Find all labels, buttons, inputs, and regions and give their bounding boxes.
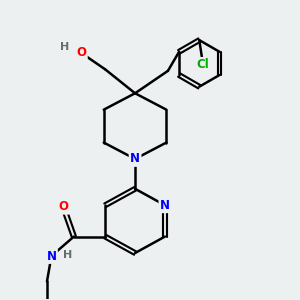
Text: H: H (63, 250, 73, 260)
Text: O: O (58, 200, 68, 213)
Text: N: N (46, 250, 56, 262)
Text: N: N (130, 152, 140, 166)
Text: O: O (76, 46, 86, 59)
Text: Cl: Cl (196, 58, 208, 71)
Text: H: H (60, 42, 70, 52)
Text: N: N (160, 199, 170, 212)
